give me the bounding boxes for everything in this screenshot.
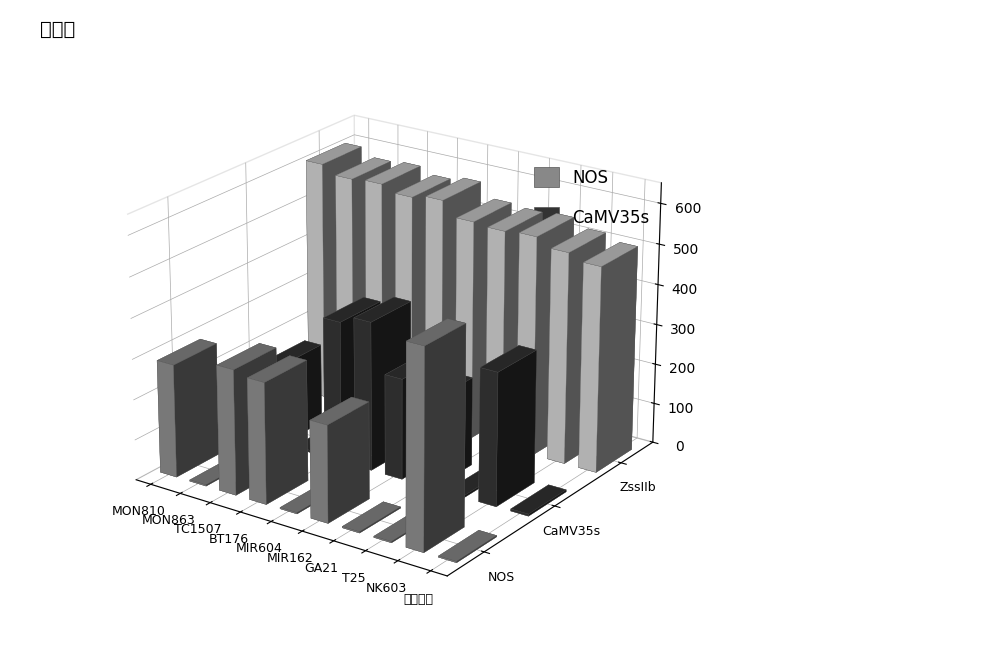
Text: 拷贝数: 拷贝数 xyxy=(40,20,75,39)
Legend: NOS, CaMV35s, ZssIIb: NOS, CaMV35s, ZssIIb xyxy=(527,161,656,275)
